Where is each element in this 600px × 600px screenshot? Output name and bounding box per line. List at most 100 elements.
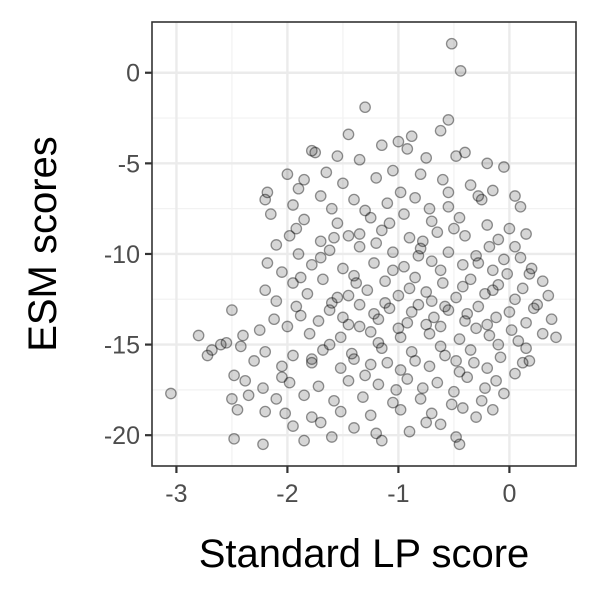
data-point — [492, 338, 505, 351]
data-point — [242, 389, 255, 402]
y-axis-title: ESM scores — [21, 136, 65, 352]
data-point — [442, 200, 455, 213]
data-point — [270, 239, 283, 251]
data-point — [359, 204, 371, 217]
data-point — [337, 311, 349, 324]
data-point — [253, 324, 266, 336]
data-point — [456, 258, 469, 271]
data-point — [442, 186, 455, 199]
data-point — [531, 298, 544, 311]
data-point — [379, 275, 391, 288]
data-point — [450, 291, 462, 304]
data-point — [442, 304, 455, 316]
data-point — [323, 338, 336, 351]
data-point — [331, 150, 344, 162]
data-point — [279, 407, 292, 420]
data-point — [523, 355, 536, 367]
data-point — [472, 190, 485, 202]
data-point — [475, 193, 488, 206]
data-point — [434, 340, 447, 353]
data-point — [305, 356, 318, 369]
data-point — [372, 336, 385, 349]
data-point — [512, 335, 525, 347]
data-point — [516, 282, 529, 295]
data-point — [450, 431, 462, 443]
data-point — [434, 418, 447, 431]
x-tick-label: -2 — [276, 480, 298, 508]
data-point — [464, 179, 477, 191]
data-point — [486, 184, 499, 197]
data-point — [328, 394, 340, 407]
data-point — [472, 257, 485, 269]
data-point — [527, 302, 540, 315]
data-point — [287, 420, 299, 432]
data-point — [498, 253, 510, 266]
data-point — [292, 182, 305, 195]
data-point — [294, 271, 307, 284]
x-tick-label: -1 — [387, 480, 409, 508]
data-point — [381, 197, 394, 210]
data-point — [283, 229, 296, 242]
data-point — [345, 347, 358, 360]
data-point — [364, 358, 377, 371]
data-point — [353, 298, 366, 311]
data-point — [314, 416, 327, 429]
data-point — [470, 411, 482, 423]
data-point — [314, 190, 327, 202]
data-point — [434, 264, 447, 277]
data-point — [459, 229, 471, 242]
data-point — [442, 114, 455, 126]
data-point — [392, 135, 405, 148]
data-point — [314, 235, 327, 248]
data-point — [375, 224, 388, 237]
data-point — [220, 336, 233, 349]
data-point — [257, 382, 269, 394]
data-point — [387, 396, 399, 409]
data-point — [323, 304, 336, 316]
data-point — [464, 344, 477, 356]
data-point — [416, 382, 429, 394]
y-tick-label: -5 — [118, 150, 140, 178]
data-point — [536, 327, 549, 340]
data-point — [414, 393, 427, 405]
data-point — [281, 320, 294, 333]
data-point — [486, 403, 499, 416]
data-point — [387, 164, 399, 177]
x-tick-label: -3 — [165, 480, 187, 508]
data-point — [479, 382, 491, 394]
data-point — [434, 124, 447, 137]
data-point — [372, 313, 385, 326]
data-point — [420, 318, 433, 331]
data-point — [550, 331, 562, 344]
data-point — [331, 217, 344, 230]
data-point — [368, 307, 380, 320]
data-point — [325, 202, 338, 215]
data-point — [276, 266, 288, 278]
data-point — [270, 393, 283, 405]
data-point — [370, 237, 383, 249]
data-point — [483, 329, 496, 342]
data-point — [448, 385, 460, 398]
data-point — [442, 246, 455, 259]
data-point — [337, 177, 349, 190]
data-point — [394, 186, 407, 199]
data-point — [436, 277, 449, 289]
data-point — [298, 173, 310, 186]
data-point — [298, 389, 310, 402]
data-point — [464, 273, 477, 286]
data-point — [492, 278, 505, 291]
data-point — [290, 222, 303, 235]
data-point — [420, 152, 433, 164]
data-point — [370, 427, 383, 440]
data-point — [481, 157, 494, 170]
data-point — [403, 231, 416, 244]
data-point — [394, 364, 407, 376]
data-point — [328, 231, 340, 244]
data-point — [503, 222, 516, 235]
data-point — [416, 235, 429, 248]
data-point — [453, 211, 466, 224]
data-point — [520, 342, 532, 355]
data-point — [314, 251, 327, 264]
data-point — [490, 311, 502, 324]
x-axis: -3 -2 -1 0 — [165, 466, 516, 508]
